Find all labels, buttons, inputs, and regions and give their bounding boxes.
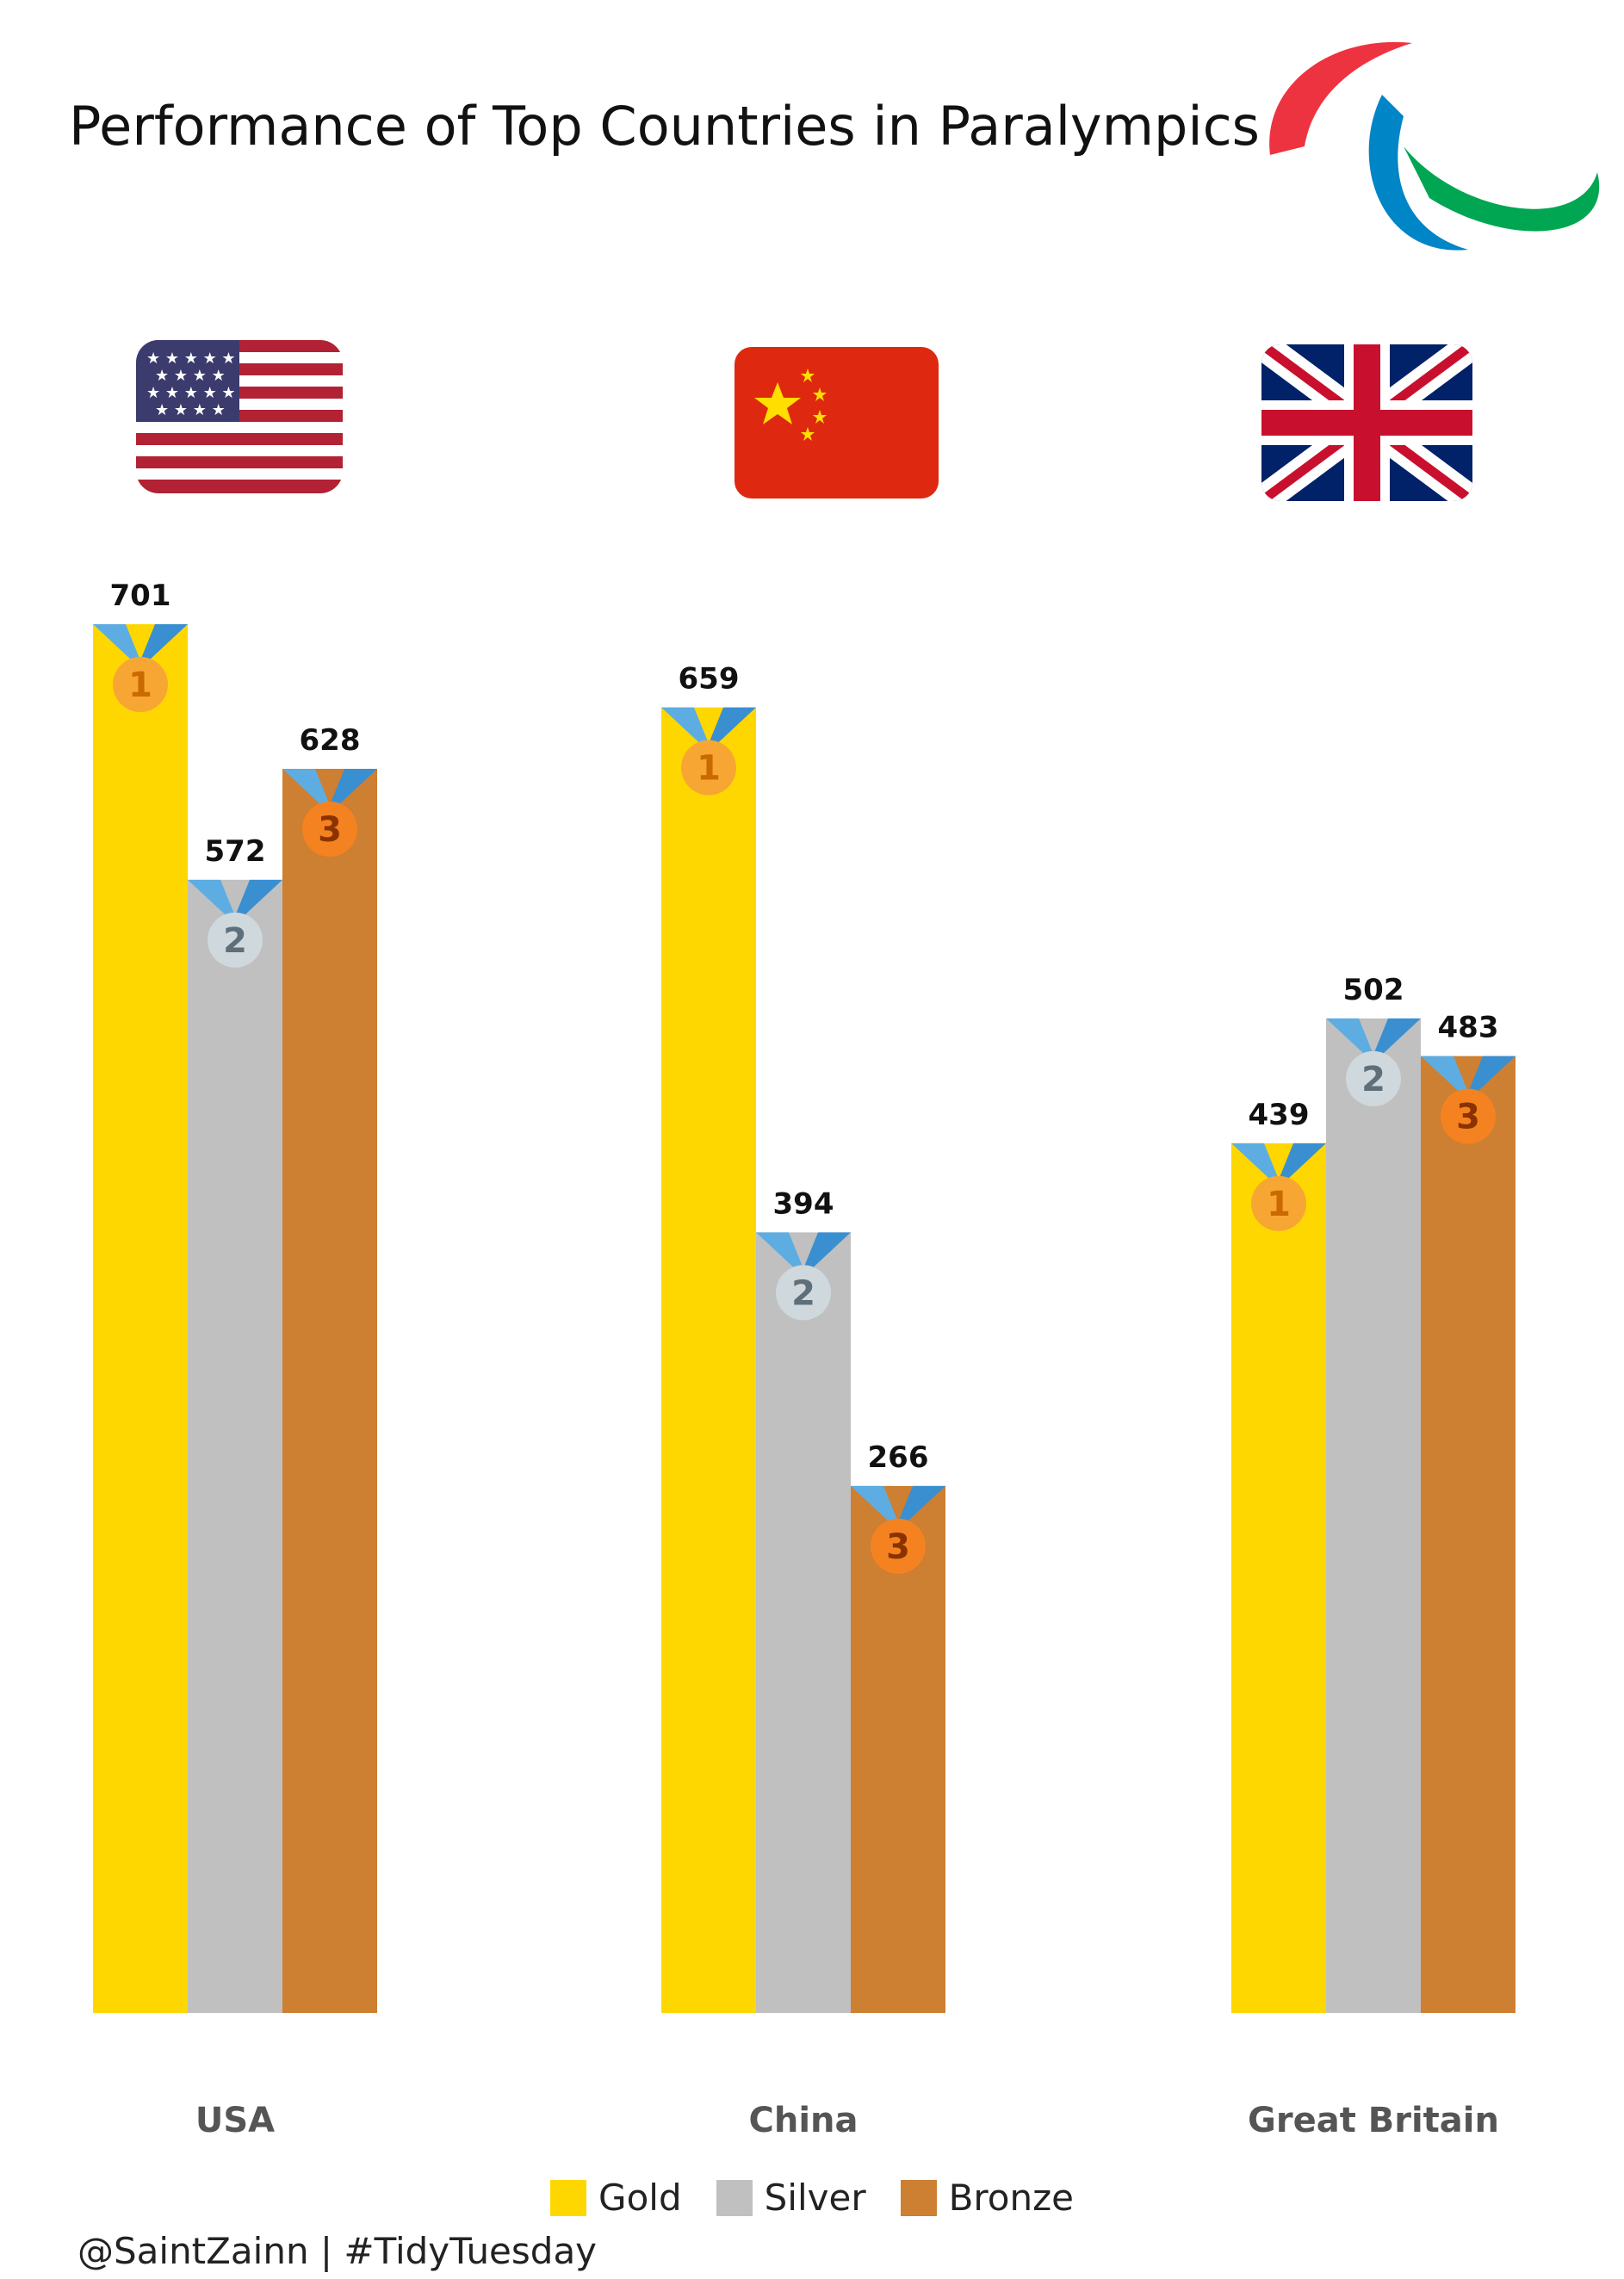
svg-text:2: 2 <box>791 1273 815 1313</box>
legend-label-gold: Gold <box>598 2177 682 2219</box>
category-label-china: China <box>748 2101 858 2140</box>
uk-flag-icon <box>1261 344 1472 501</box>
agitos-blue <box>1368 95 1468 251</box>
legend-item-bronze: Bronze <box>900 2177 1074 2219</box>
bar-usa-gold <box>93 624 188 2013</box>
chart-title: Performance of Top Countries in Paralymp… <box>69 95 1260 158</box>
legend-label-silver: Silver <box>764 2177 866 2219</box>
svg-text:2: 2 <box>1361 1060 1385 1099</box>
category-label-usa: USA <box>195 2101 275 2140</box>
legend-swatch-gold <box>550 2179 587 2216</box>
legend: Gold Silver Bronze <box>0 2177 1624 2219</box>
svg-text:3: 3 <box>318 810 342 850</box>
medal-icon-great-britain-bronze: 3 <box>1421 1056 1516 1144</box>
bar-china-bronze <box>851 1485 945 2013</box>
caption: @SaintZainn | #TidyTuesday <box>77 2230 598 2272</box>
medal-icon-china-gold: 1 <box>661 707 756 796</box>
bar-china-gold <box>661 707 756 2013</box>
medal-icon-usa-silver: 2 <box>188 879 282 968</box>
bar-china-silver <box>756 1232 851 2013</box>
category-label-great-britain: Great Britain <box>1248 2101 1499 2140</box>
svg-text:1: 1 <box>128 666 152 705</box>
value-label-china-bronze: 266 <box>868 1440 929 1475</box>
value-label-usa-gold: 701 <box>110 579 171 613</box>
svg-text:★ ★ ★ ★ ★: ★ ★ ★ ★ ★ <box>146 350 236 368</box>
bar-great-britain-bronze <box>1421 1056 1516 2013</box>
svg-text:★ ★ ★ ★ ★: ★ ★ ★ ★ ★ <box>146 384 236 402</box>
medal-icon-usa-gold: 1 <box>93 624 188 712</box>
legend-swatch-silver <box>716 2179 753 2216</box>
svg-text:2: 2 <box>223 921 247 961</box>
value-label-great-britain-silver: 502 <box>1343 973 1404 1007</box>
medal-icon-great-britain-gold: 1 <box>1231 1143 1326 1231</box>
svg-text:3: 3 <box>1456 1098 1480 1137</box>
value-label-usa-bronze: 628 <box>300 723 361 758</box>
svg-text:1: 1 <box>697 749 721 789</box>
agitos-red <box>1269 41 1412 155</box>
svg-text:1: 1 <box>1267 1185 1291 1224</box>
legend-label-bronze: Bronze <box>948 2177 1074 2219</box>
bar-great-britain-gold <box>1231 1143 1326 2013</box>
medal-icon-usa-bronze: 3 <box>282 768 377 857</box>
svg-text:★ ★ ★ ★: ★ ★ ★ ★ <box>155 367 226 385</box>
value-label-china-gold: 659 <box>679 662 740 697</box>
bar-great-britain-silver <box>1326 1018 1421 2013</box>
value-label-china-silver: 394 <box>773 1186 834 1221</box>
svg-text:3: 3 <box>886 1527 910 1567</box>
bar-usa-silver <box>188 879 282 2013</box>
value-label-great-britain-bronze: 483 <box>1438 1011 1499 1045</box>
legend-item-silver: Silver <box>716 2177 866 2219</box>
value-label-usa-silver: 572 <box>205 834 266 869</box>
legend-item-gold: Gold <box>550 2177 682 2219</box>
value-label-great-britain-gold: 439 <box>1249 1098 1310 1132</box>
bar-usa-bronze <box>282 768 377 2013</box>
medal-icon-china-bronze: 3 <box>851 1485 945 1574</box>
paralympics-logo <box>1269 41 1600 251</box>
svg-text:★ ★ ★ ★: ★ ★ ★ ★ <box>155 401 226 419</box>
legend-swatch-bronze <box>900 2179 937 2216</box>
china-flag-icon <box>735 347 939 499</box>
medal-icon-great-britain-silver: 2 <box>1326 1018 1421 1106</box>
agitos-green <box>1404 146 1600 232</box>
usa-flag-icon: ★ ★ ★ ★ ★ ★ ★ ★ ★ ★ ★ ★ ★ ★ ★ ★ ★ ★ <box>136 340 343 493</box>
medal-icon-china-silver: 2 <box>756 1232 851 1321</box>
